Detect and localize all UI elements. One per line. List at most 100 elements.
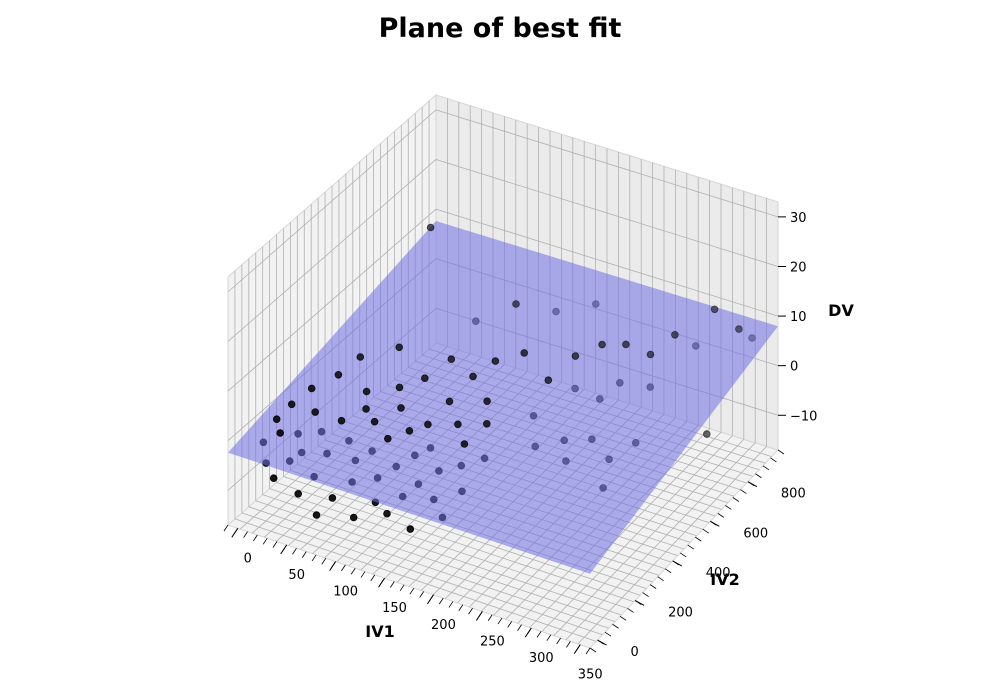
y-minor-tick bbox=[687, 544, 694, 550]
floor-gridline bbox=[541, 435, 733, 632]
y-tick bbox=[597, 639, 607, 646]
x-tick bbox=[427, 594, 434, 605]
x-minor-tick bbox=[370, 574, 376, 582]
y-tick bbox=[747, 481, 758, 488]
data-point bbox=[735, 325, 743, 333]
x-minor-tick bbox=[341, 564, 346, 572]
x-tick bbox=[475, 611, 483, 621]
best-fit-plane bbox=[228, 221, 778, 574]
z-gridline-right bbox=[435, 109, 779, 218]
x-minor-tick bbox=[253, 534, 258, 542]
y-tick-label: 0 bbox=[631, 645, 639, 660]
y-minor-tick bbox=[604, 631, 612, 637]
x-minor-tick bbox=[487, 614, 493, 621]
z-axis-label: DV bbox=[828, 301, 854, 320]
data-point bbox=[491, 357, 500, 365]
data-point bbox=[420, 374, 429, 383]
x-minor-tick bbox=[350, 567, 356, 575]
x-minor-tick bbox=[223, 524, 229, 532]
z-gridline-left bbox=[227, 159, 437, 342]
data-point bbox=[328, 494, 337, 502]
y-minor-tick bbox=[680, 552, 687, 558]
y-minor-tick bbox=[770, 457, 777, 463]
x-minor-tick bbox=[243, 531, 248, 538]
x-tick-label: 350 bbox=[578, 668, 603, 683]
axis-ticks: 0 50 100 150 200 250 300 350 0 200 400 600 800 −10 0 10… bbox=[223, 211, 817, 683]
data-point bbox=[356, 353, 365, 361]
x-minor-tick bbox=[438, 597, 444, 605]
z-gridline-right bbox=[435, 208, 779, 317]
data-point bbox=[447, 355, 456, 364]
x-minor-tick bbox=[311, 554, 317, 562]
x-minor-tick bbox=[301, 551, 307, 558]
data-point bbox=[311, 408, 320, 416]
x-tick-label: 100 bbox=[333, 585, 358, 600]
x-tick-label: 200 bbox=[431, 618, 456, 633]
x-tick-label: 0 bbox=[244, 551, 252, 566]
y-tick-label: 200 bbox=[668, 605, 693, 620]
y-minor-tick bbox=[740, 489, 747, 494]
data-point bbox=[395, 383, 404, 392]
data-point bbox=[482, 419, 491, 428]
data-point bbox=[362, 387, 371, 396]
y-tick bbox=[634, 600, 645, 606]
y-tick bbox=[672, 560, 682, 567]
data-point bbox=[424, 420, 432, 429]
x-minor-tick bbox=[507, 621, 513, 628]
x-tick-label: 50 bbox=[288, 568, 305, 583]
data-point bbox=[598, 340, 606, 349]
x-minor-tick bbox=[272, 541, 278, 548]
data-point bbox=[544, 376, 553, 385]
chart-title: Plane of best fit bbox=[379, 13, 622, 44]
y-minor-tick bbox=[664, 568, 672, 574]
x-tick bbox=[280, 544, 288, 555]
z-gridline-left bbox=[227, 208, 437, 392]
data-point bbox=[272, 415, 281, 424]
y-minor-tick bbox=[642, 592, 649, 597]
z-tick-label: 30 bbox=[790, 211, 807, 226]
y-minor-tick bbox=[762, 465, 770, 471]
x-minor-tick bbox=[419, 591, 425, 598]
y-tick bbox=[710, 520, 720, 527]
data-point bbox=[397, 404, 405, 412]
data-point bbox=[710, 305, 719, 314]
x-minor-tick bbox=[448, 601, 454, 608]
y-minor-tick bbox=[695, 536, 702, 542]
y-tick-label: 600 bbox=[743, 526, 768, 541]
data-point bbox=[370, 417, 379, 426]
x-minor-tick bbox=[497, 617, 503, 625]
y-minor-tick bbox=[612, 623, 619, 629]
y-axis-label: IV2 bbox=[710, 570, 739, 589]
y-minor-tick bbox=[717, 513, 725, 518]
y-minor-tick bbox=[702, 528, 710, 534]
data-point bbox=[512, 300, 520, 308]
data-point bbox=[454, 420, 462, 429]
x-minor-tick bbox=[517, 624, 522, 631]
y-minor-tick bbox=[619, 615, 627, 621]
x-minor-tick bbox=[468, 607, 473, 615]
x-minor-tick bbox=[585, 647, 591, 655]
x-minor-tick bbox=[360, 571, 366, 578]
y-minor-tick bbox=[627, 608, 634, 613]
floor-gridline bbox=[553, 439, 745, 636]
y-minor-tick bbox=[649, 584, 657, 589]
z-tick-label: 0 bbox=[790, 360, 798, 375]
x-minor-tick bbox=[389, 581, 395, 588]
y-minor-tick bbox=[589, 647, 597, 653]
y-minor-tick bbox=[657, 576, 664, 582]
x-minor-tick bbox=[556, 637, 561, 645]
data-point bbox=[362, 405, 370, 413]
data-point bbox=[460, 440, 469, 448]
data-point bbox=[307, 384, 316, 393]
x-minor-tick bbox=[262, 538, 268, 545]
x-minor-tick bbox=[409, 587, 415, 595]
data-point bbox=[520, 349, 528, 357]
data-point bbox=[395, 343, 404, 352]
x-tick bbox=[231, 528, 239, 538]
x-minor-tick bbox=[458, 604, 464, 612]
data-point bbox=[571, 352, 580, 360]
x-minor-tick bbox=[399, 584, 405, 592]
y-tick-label: 800 bbox=[781, 487, 806, 502]
data-point bbox=[349, 513, 358, 522]
data-point bbox=[269, 474, 278, 483]
